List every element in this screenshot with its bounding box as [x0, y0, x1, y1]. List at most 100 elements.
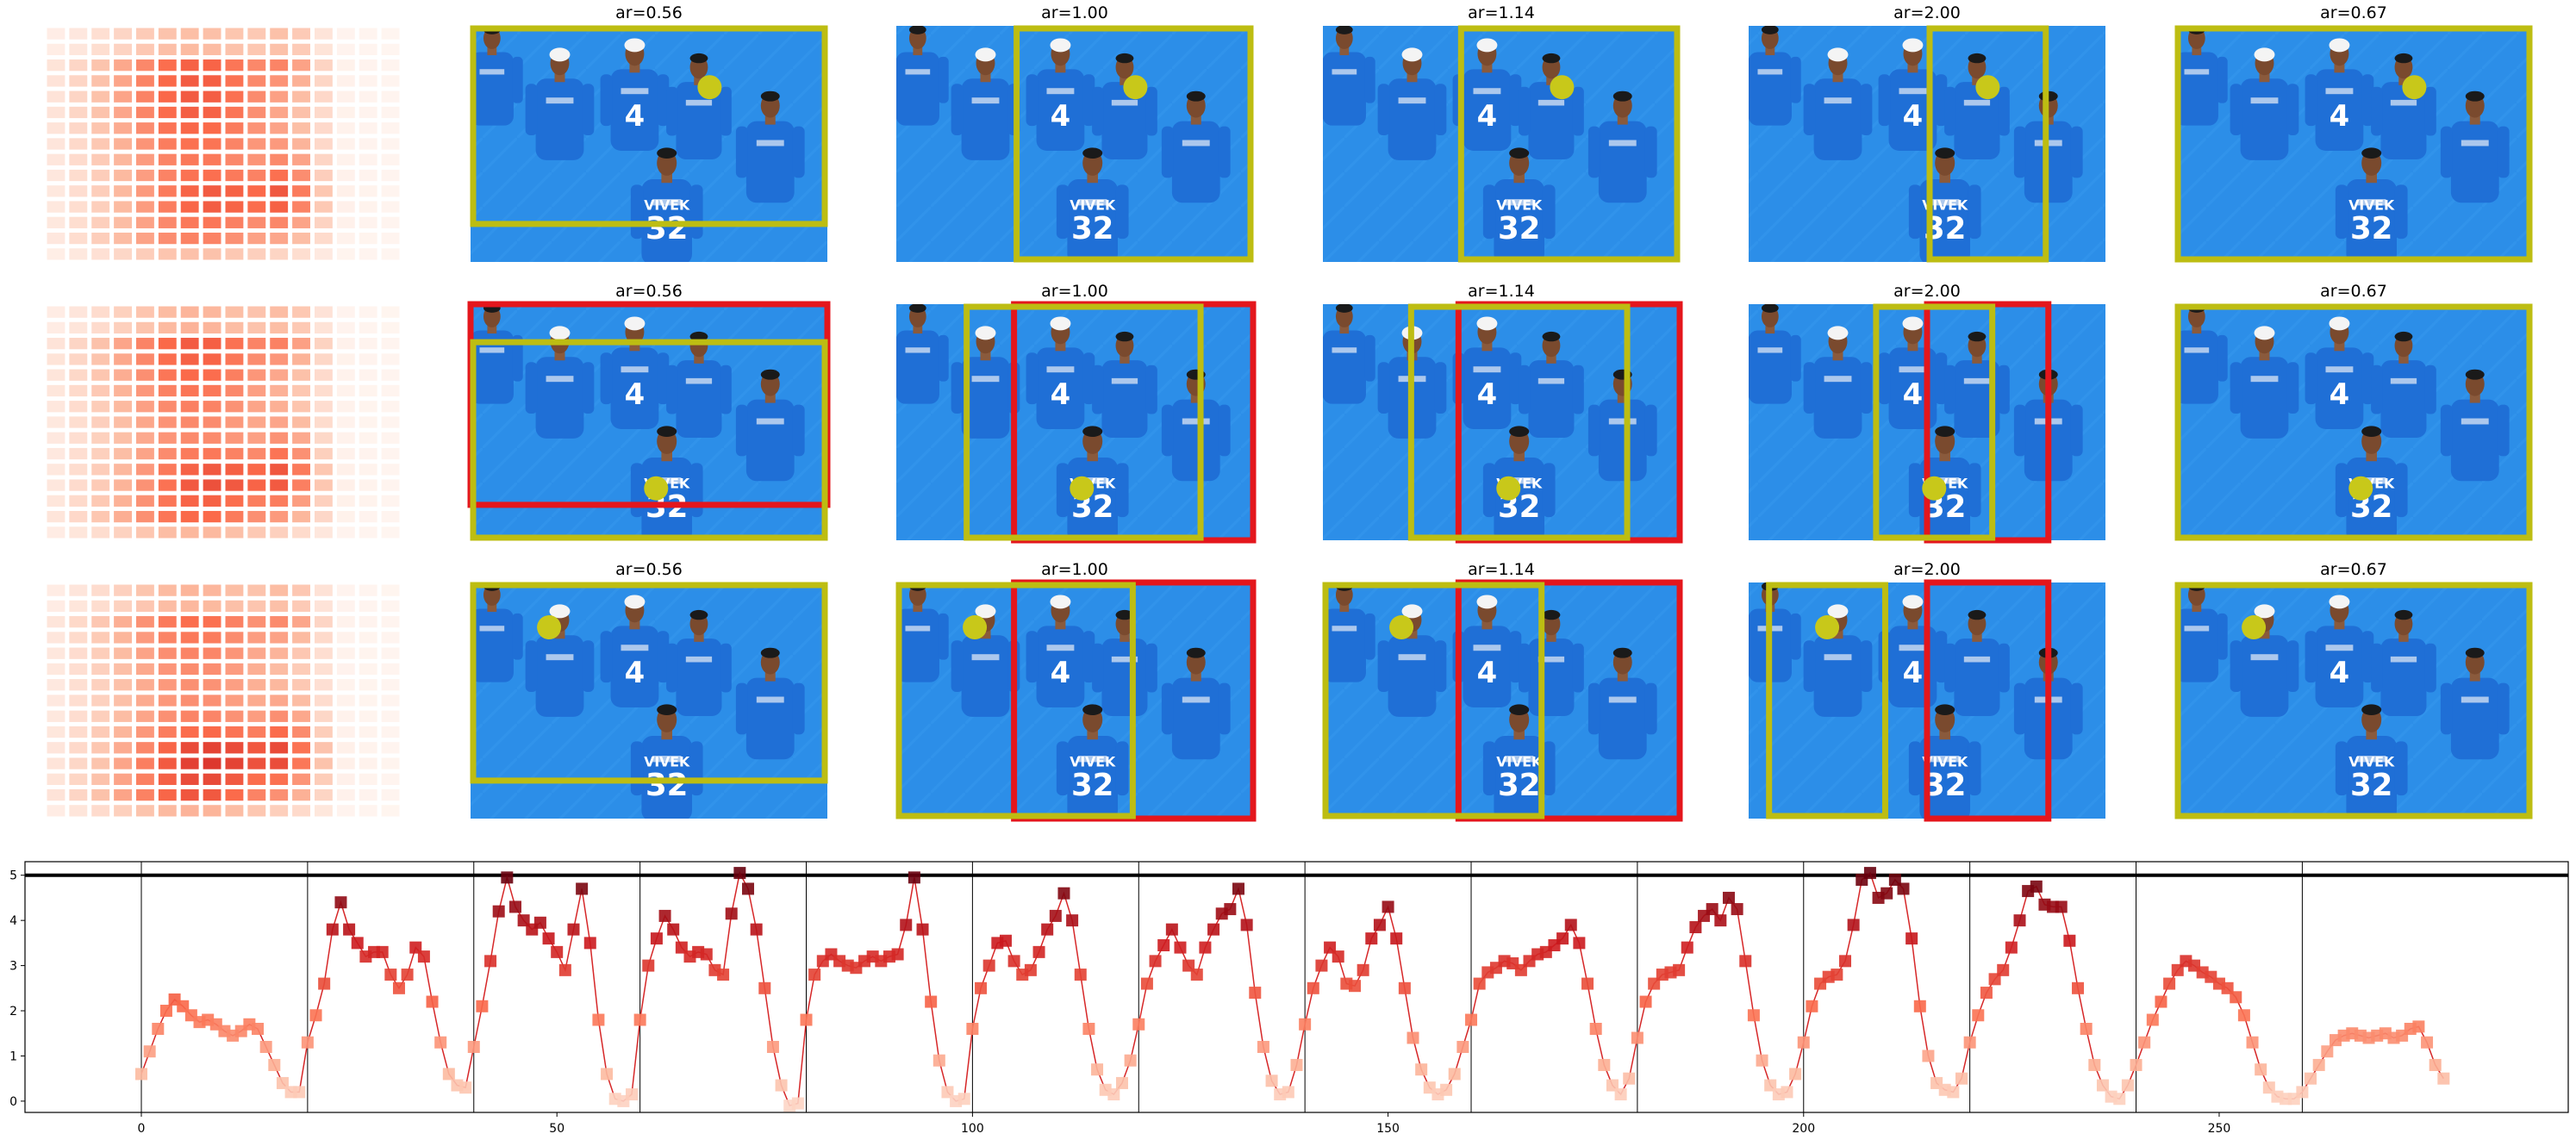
heatmap-cell	[158, 75, 177, 87]
heatmap-cell	[114, 201, 132, 213]
heatmap-cell	[336, 726, 355, 738]
heatmap-cell	[158, 153, 177, 165]
score-marker	[700, 948, 713, 961]
focus-point-marker	[537, 615, 562, 640]
player-figure: 4	[600, 38, 670, 151]
heatmap-cell	[158, 773, 177, 785]
heatmap-cell	[292, 788, 310, 801]
heatmap-cell	[315, 584, 333, 596]
heatmap-cell	[359, 726, 377, 738]
heatmap-cell	[158, 169, 177, 182]
heatmap-cell	[247, 773, 266, 785]
heatmap-cell	[114, 248, 132, 260]
heatmap-cell	[158, 43, 177, 56]
crop-overlay	[2174, 25, 2533, 263]
heatmap-cell	[247, 338, 266, 350]
crop-overlay	[2174, 303, 2533, 541]
heatmap-cell	[225, 647, 244, 659]
score-marker	[1913, 1000, 1926, 1012]
heatmap-cell	[158, 695, 177, 707]
heatmap-cell	[381, 353, 400, 365]
player-figure	[1323, 582, 1375, 682]
heatmap-cell	[69, 647, 88, 659]
heatmap-cell	[69, 232, 88, 245]
aspect-ratio-title: ar=1.14	[1468, 282, 1535, 301]
heatmap-cell	[47, 201, 65, 213]
heatmap-cell	[247, 632, 266, 644]
heatmap-cell	[136, 464, 154, 476]
player-figure	[1749, 304, 1801, 404]
heatmap-cell	[158, 59, 177, 72]
player-figure	[1803, 47, 1873, 160]
score-marker	[601, 1068, 614, 1081]
heatmap-cell	[136, 216, 154, 228]
heatmap-cell	[203, 464, 221, 476]
heatmap-cell	[136, 90, 154, 103]
heatmap-cell	[270, 75, 289, 87]
heatmap-cell	[114, 679, 132, 691]
heatmap-cell	[180, 616, 199, 628]
heatmap-cell	[158, 757, 177, 769]
score-marker	[2138, 1036, 2151, 1049]
heatmap-cell	[381, 600, 400, 613]
score-marker	[442, 1068, 455, 1081]
heatmap-cell	[336, 479, 355, 491]
heatmap-cell	[180, 788, 199, 801]
heatmap-cell	[136, 526, 154, 539]
heatmap-cell	[270, 679, 289, 691]
heatmap-cell	[47, 122, 65, 134]
heatmap-cell	[203, 632, 221, 644]
heatmap-cell	[225, 695, 244, 707]
heatmap-cell	[158, 321, 177, 334]
heatmap-cell	[315, 232, 333, 245]
heatmap-cell	[180, 495, 199, 507]
heatmap-cell	[91, 742, 110, 754]
heatmap-cell	[47, 632, 65, 644]
heatmap-cell	[47, 338, 65, 350]
score-marker	[293, 1086, 306, 1099]
crop-overlay	[470, 25, 828, 227]
heatmap-cell	[292, 122, 310, 134]
heatmap-cell	[381, 384, 400, 397]
heatmap-cell	[270, 757, 289, 769]
heatmap-cell	[203, 75, 221, 87]
heatmap-cell	[47, 106, 65, 119]
heatmap-cell	[336, 28, 355, 40]
focus-point-marker	[1975, 75, 2000, 100]
heatmap-cell	[225, 232, 244, 245]
heatmap-cell	[315, 479, 333, 491]
heatmap-cell	[336, 216, 355, 228]
heatmap-cell	[180, 338, 199, 350]
heatmap-cell	[270, 138, 289, 150]
score-marker	[1581, 977, 1594, 990]
heatmap-cell	[91, 464, 110, 476]
heatmap-cell	[158, 106, 177, 119]
x-tick-label: 50	[549, 1122, 564, 1136]
score-marker	[1066, 914, 1079, 927]
score-marker	[567, 923, 580, 936]
score-marker	[2237, 1009, 2250, 1022]
heatmap-cell	[91, 321, 110, 334]
heatmap-cell	[203, 201, 221, 213]
heatmap-cell	[47, 138, 65, 150]
score-marker	[750, 923, 763, 936]
y-tick-label: 1	[9, 1050, 17, 1063]
heatmap-cell	[203, 695, 221, 707]
heatmap-cell	[91, 805, 110, 817]
score-marker	[1781, 1086, 1793, 1099]
score-marker	[775, 1079, 788, 1092]
aspect-ratio-title: ar=2.00	[1893, 560, 1961, 579]
heatmap-cell	[225, 169, 244, 182]
aspect-ratio-title: ar=2.00	[1893, 3, 1961, 22]
heatmap-cell	[136, 773, 154, 785]
heatmap-cell	[336, 122, 355, 134]
heatmap-cell	[158, 632, 177, 644]
player-figure	[1519, 53, 1584, 159]
heatmap-cell	[359, 742, 377, 754]
score-marker	[1082, 1023, 1095, 1035]
score-marker	[1722, 891, 1735, 904]
